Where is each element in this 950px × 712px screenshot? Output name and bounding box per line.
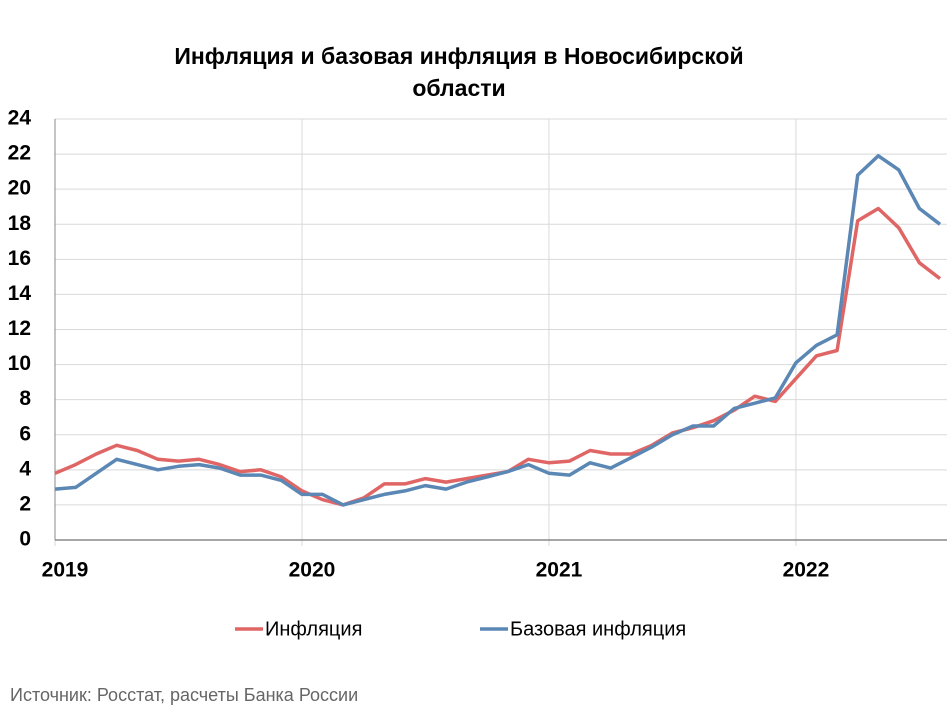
chart-title-line: области	[412, 75, 505, 101]
x-tick-label: 2020	[289, 559, 336, 582]
y-tick-label: 16	[8, 247, 31, 270]
y-tick-label: 4	[19, 457, 31, 480]
y-tick-label: 24	[8, 107, 32, 130]
x-tick-label: 2022	[783, 559, 830, 582]
series-line	[54, 206, 942, 507]
chart-title-line: Инфляция и базовая инфляция в Новосибирс…	[174, 43, 743, 69]
y-tick-label: 12	[8, 317, 31, 340]
legend-label: Базовая инфляция	[510, 618, 686, 640]
y-tick-label: 22	[8, 142, 31, 165]
y-tick-label: 8	[19, 387, 31, 410]
x-tick-label: 2021	[536, 559, 583, 582]
y-tick-label: 6	[19, 422, 31, 445]
y-tick-label: 14	[8, 282, 32, 305]
y-tick-label: 18	[8, 212, 32, 235]
y-tick-label: 10	[8, 352, 31, 375]
series-line	[54, 154, 942, 507]
x-tick-label: 2019	[42, 559, 89, 582]
source-note: Источник: Росстат, расчеты Банка России	[10, 685, 358, 705]
y-tick-label: 2	[19, 492, 31, 515]
legend-label: Инфляция	[265, 618, 362, 640]
y-tick-label: 20	[8, 177, 31, 200]
y-tick-label: 0	[19, 528, 31, 551]
